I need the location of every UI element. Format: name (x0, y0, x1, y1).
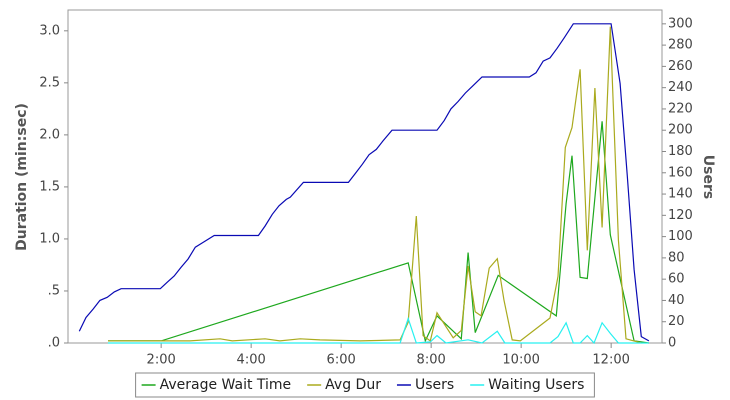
legend-label: Avg Dur (325, 377, 381, 393)
y2-tick-label: 140 (668, 187, 693, 202)
series-line (108, 316, 649, 345)
y-tick-label: .0 (48, 336, 60, 351)
x-tick-label: 6:00 (327, 353, 356, 368)
y2-tick-label: 280 (668, 38, 693, 53)
y-tick-label: 1.5 (39, 179, 60, 194)
legend-label: Waiting Users (488, 377, 584, 393)
x-tick-label: 8:00 (417, 353, 446, 368)
y2-tick-label: 180 (668, 144, 693, 159)
y2-tick-label: 80 (668, 250, 685, 265)
y-tick-label: 1.0 (39, 231, 60, 246)
legend-item: Avg Dur (307, 377, 381, 393)
legend-box (135, 372, 595, 398)
plot-area (67, 9, 663, 344)
y2-tick-label: 20 (668, 314, 685, 329)
y2-tick-label: 0 (668, 336, 676, 351)
y2-tick-label: 40 (668, 293, 685, 308)
legend-item: Average Wait Time (141, 377, 292, 393)
x-tick-label: 4:00 (237, 353, 266, 368)
y2-tick-label: 260 (668, 59, 693, 74)
series-line (78, 23, 650, 342)
legend-label: Average Wait Time (160, 377, 292, 393)
series-line (108, 26, 642, 344)
y2-tick-label: 100 (668, 229, 693, 244)
y2-tick-label: 200 (668, 123, 693, 138)
y-tick-label: 3.0 (39, 23, 60, 38)
legend-label: Users (415, 377, 454, 393)
y-tick-label: 2.0 (39, 127, 60, 142)
y2-tick-label: 60 (668, 272, 685, 287)
legend-item: Waiting Users (470, 377, 584, 393)
legend-item: Users (396, 377, 454, 393)
x-tick-label: 12:00 (592, 353, 629, 368)
y2-axis-title: Users (700, 155, 716, 199)
legend: Average Wait Time Avg Dur Users Waiting Use… (135, 372, 595, 398)
y2-tick-label: 240 (668, 80, 693, 95)
y2-tick-label: 120 (668, 208, 693, 223)
y-axis-title: Duration (min:sec) (14, 103, 30, 251)
y-tick-label: 2.5 (39, 75, 60, 90)
x-tick-label: 10:00 (502, 353, 539, 368)
y2-tick-label: 220 (668, 101, 693, 116)
y-tick-label: .5 (48, 283, 60, 298)
y2-tick-label: 160 (668, 165, 693, 180)
x-tick-label: 2:00 (147, 353, 176, 368)
y2-tick-label: 300 (668, 16, 693, 31)
